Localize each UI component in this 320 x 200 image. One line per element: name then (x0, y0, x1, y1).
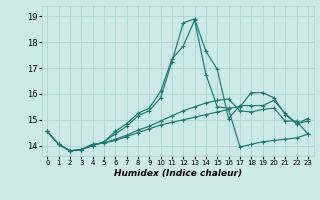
X-axis label: Humidex (Indice chaleur): Humidex (Indice chaleur) (114, 169, 242, 178)
